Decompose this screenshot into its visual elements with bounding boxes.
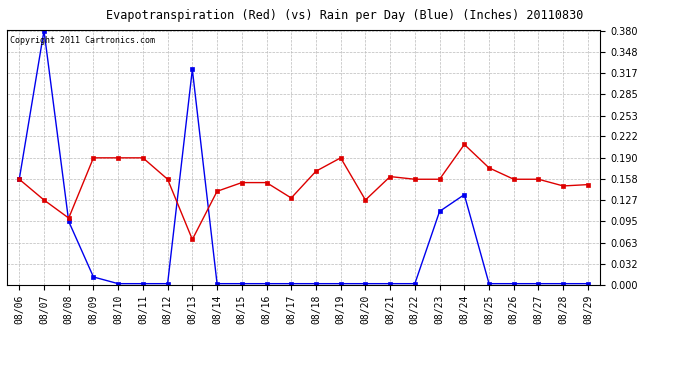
Text: Copyright 2011 Cartronics.com: Copyright 2011 Cartronics.com xyxy=(10,36,155,45)
Text: Evapotranspiration (Red) (vs) Rain per Day (Blue) (Inches) 20110830: Evapotranspiration (Red) (vs) Rain per D… xyxy=(106,9,584,22)
